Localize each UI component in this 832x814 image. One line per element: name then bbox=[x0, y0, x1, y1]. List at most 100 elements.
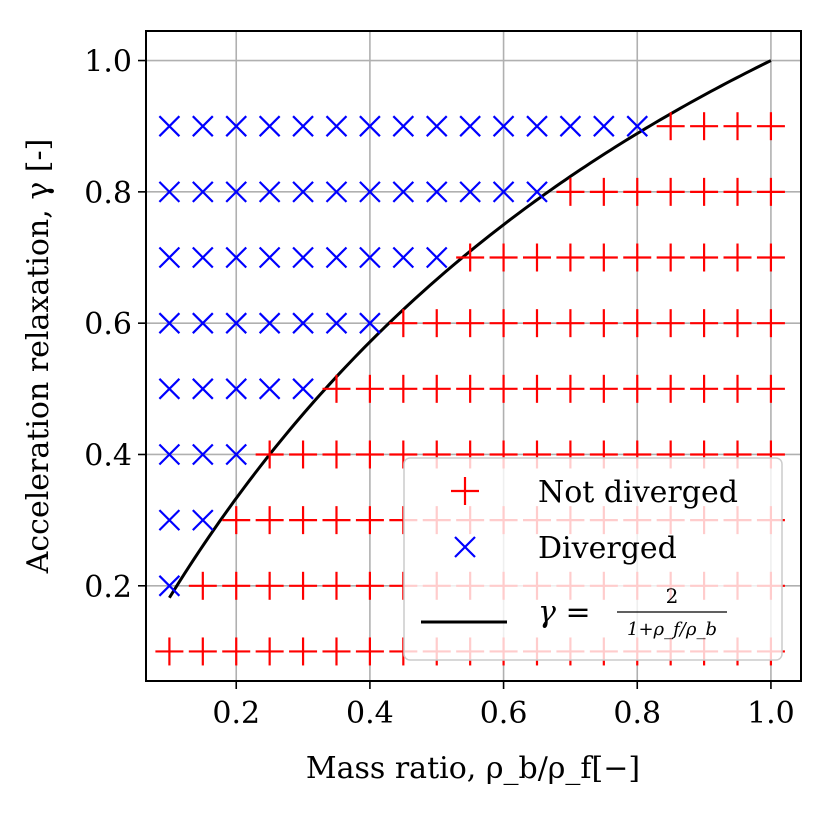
marker-not-diverged bbox=[389, 374, 418, 403]
marker-diverged bbox=[258, 181, 281, 203]
marker-not-diverged bbox=[723, 177, 752, 206]
marker-not-diverged bbox=[756, 177, 785, 206]
marker-not-diverged bbox=[188, 571, 217, 600]
marker-not-diverged bbox=[489, 309, 518, 338]
marker-not-diverged bbox=[589, 243, 618, 272]
marker-not-diverged bbox=[723, 112, 752, 141]
marker-diverged bbox=[392, 181, 415, 203]
marker-diverged bbox=[425, 246, 448, 269]
legend-fraction-numerator: 2 bbox=[666, 584, 679, 608]
y-tick-label: 0.4 bbox=[84, 438, 132, 473]
marker-not-diverged bbox=[155, 637, 184, 666]
marker-not-diverged bbox=[255, 440, 284, 469]
marker-diverged bbox=[425, 181, 448, 203]
marker-diverged bbox=[325, 181, 348, 203]
marker-not-diverged bbox=[322, 637, 351, 666]
marker-not-diverged bbox=[556, 374, 585, 403]
marker-diverged bbox=[225, 312, 248, 334]
marker-not-diverged bbox=[289, 440, 318, 469]
y-axis-label: Acceleration relaxation, γ [-] bbox=[21, 139, 56, 575]
marker-not-diverged bbox=[322, 374, 351, 403]
marker-diverged bbox=[192, 312, 214, 334]
marker-not-diverged bbox=[756, 112, 785, 141]
marker-not-diverged bbox=[456, 243, 485, 272]
marker-diverged bbox=[158, 312, 181, 334]
marker-diverged bbox=[492, 181, 515, 203]
y-tick-label: 1.0 bbox=[84, 45, 132, 80]
marker-diverged bbox=[225, 246, 248, 269]
marker-diverged bbox=[325, 312, 348, 334]
marker-diverged bbox=[292, 181, 314, 203]
marker-diverged bbox=[158, 246, 181, 269]
marker-not-diverged bbox=[556, 177, 585, 206]
marker-not-diverged bbox=[222, 506, 251, 535]
marker-not-diverged bbox=[756, 309, 785, 338]
marker-not-diverged bbox=[222, 571, 251, 600]
marker-not-diverged bbox=[522, 309, 551, 338]
marker-diverged bbox=[158, 443, 181, 466]
marker-not-diverged bbox=[589, 374, 618, 403]
marker-not-diverged bbox=[723, 243, 752, 272]
marker-diverged bbox=[258, 312, 281, 334]
marker-diverged bbox=[559, 115, 582, 137]
marker-diverged bbox=[258, 115, 281, 137]
marker-diverged bbox=[593, 115, 615, 137]
marker-diverged bbox=[258, 378, 281, 400]
marker-diverged bbox=[359, 115, 381, 137]
marker-diverged bbox=[258, 246, 281, 269]
marker-not-diverged bbox=[556, 309, 585, 338]
legend-label-diverged: Diverged bbox=[538, 531, 677, 566]
marker-not-diverged bbox=[255, 571, 284, 600]
marker-diverged bbox=[158, 575, 181, 597]
legend-x-marker-bar bbox=[454, 536, 476, 558]
legend-box bbox=[403, 457, 783, 661]
marker-not-diverged bbox=[589, 177, 618, 206]
marker-diverged bbox=[626, 115, 649, 137]
marker-diverged bbox=[292, 115, 314, 137]
marker-not-diverged bbox=[289, 506, 318, 535]
marker-not-diverged bbox=[756, 243, 785, 272]
marker-not-diverged bbox=[355, 571, 384, 600]
marker-not-diverged bbox=[723, 374, 752, 403]
marker-not-diverged bbox=[690, 309, 719, 338]
marker-not-diverged bbox=[656, 112, 685, 141]
marker-not-diverged bbox=[255, 506, 284, 535]
plot-frame bbox=[145, 30, 802, 682]
legend-entry-diverged: Diverged bbox=[454, 531, 677, 566]
marker-diverged bbox=[526, 115, 548, 137]
x-tick-label: 0.4 bbox=[346, 696, 394, 731]
marker-diverged bbox=[192, 378, 214, 400]
marker-diverged bbox=[225, 443, 248, 466]
marker-diverged bbox=[359, 181, 381, 203]
marker-not-diverged bbox=[623, 309, 652, 338]
marker-not-diverged bbox=[456, 309, 485, 338]
marker-not-diverged bbox=[489, 243, 518, 272]
marker-not-diverged bbox=[322, 571, 351, 600]
marker-not-diverged bbox=[355, 440, 384, 469]
marker-not-diverged bbox=[289, 637, 318, 666]
marker-not-diverged bbox=[255, 637, 284, 666]
legend-label-not-diverged: Not diverged bbox=[538, 475, 738, 510]
y-axis: 0.2 0.4 0.6 0.8 1.0 bbox=[84, 45, 146, 605]
marker-not-diverged bbox=[589, 309, 618, 338]
marker-not-diverged bbox=[422, 309, 451, 338]
marker-diverged bbox=[325, 115, 348, 137]
marker-not-diverged bbox=[422, 374, 451, 403]
x-axis-label: Mass ratio, ρ_b/ρ_f[−] bbox=[306, 751, 640, 786]
legend-entry-not-diverged: Not diverged bbox=[451, 475, 738, 510]
marker-diverged bbox=[292, 378, 314, 400]
marker-diverged bbox=[192, 181, 214, 203]
x-axis: 0.2 0.4 0.6 0.8 1.0 bbox=[212, 681, 795, 731]
marker-diverged bbox=[359, 312, 381, 334]
marker-not-diverged bbox=[355, 506, 384, 535]
marker-not-diverged bbox=[289, 571, 318, 600]
marker-diverged bbox=[459, 181, 481, 203]
marker-not-diverged bbox=[756, 374, 785, 403]
marker-not-diverged bbox=[656, 177, 685, 206]
marker-diverged bbox=[459, 115, 481, 137]
legend-label-curve-gamma: γ = bbox=[538, 595, 591, 630]
x-tick-label: 0.6 bbox=[480, 696, 528, 731]
marker-not-diverged bbox=[355, 374, 384, 403]
